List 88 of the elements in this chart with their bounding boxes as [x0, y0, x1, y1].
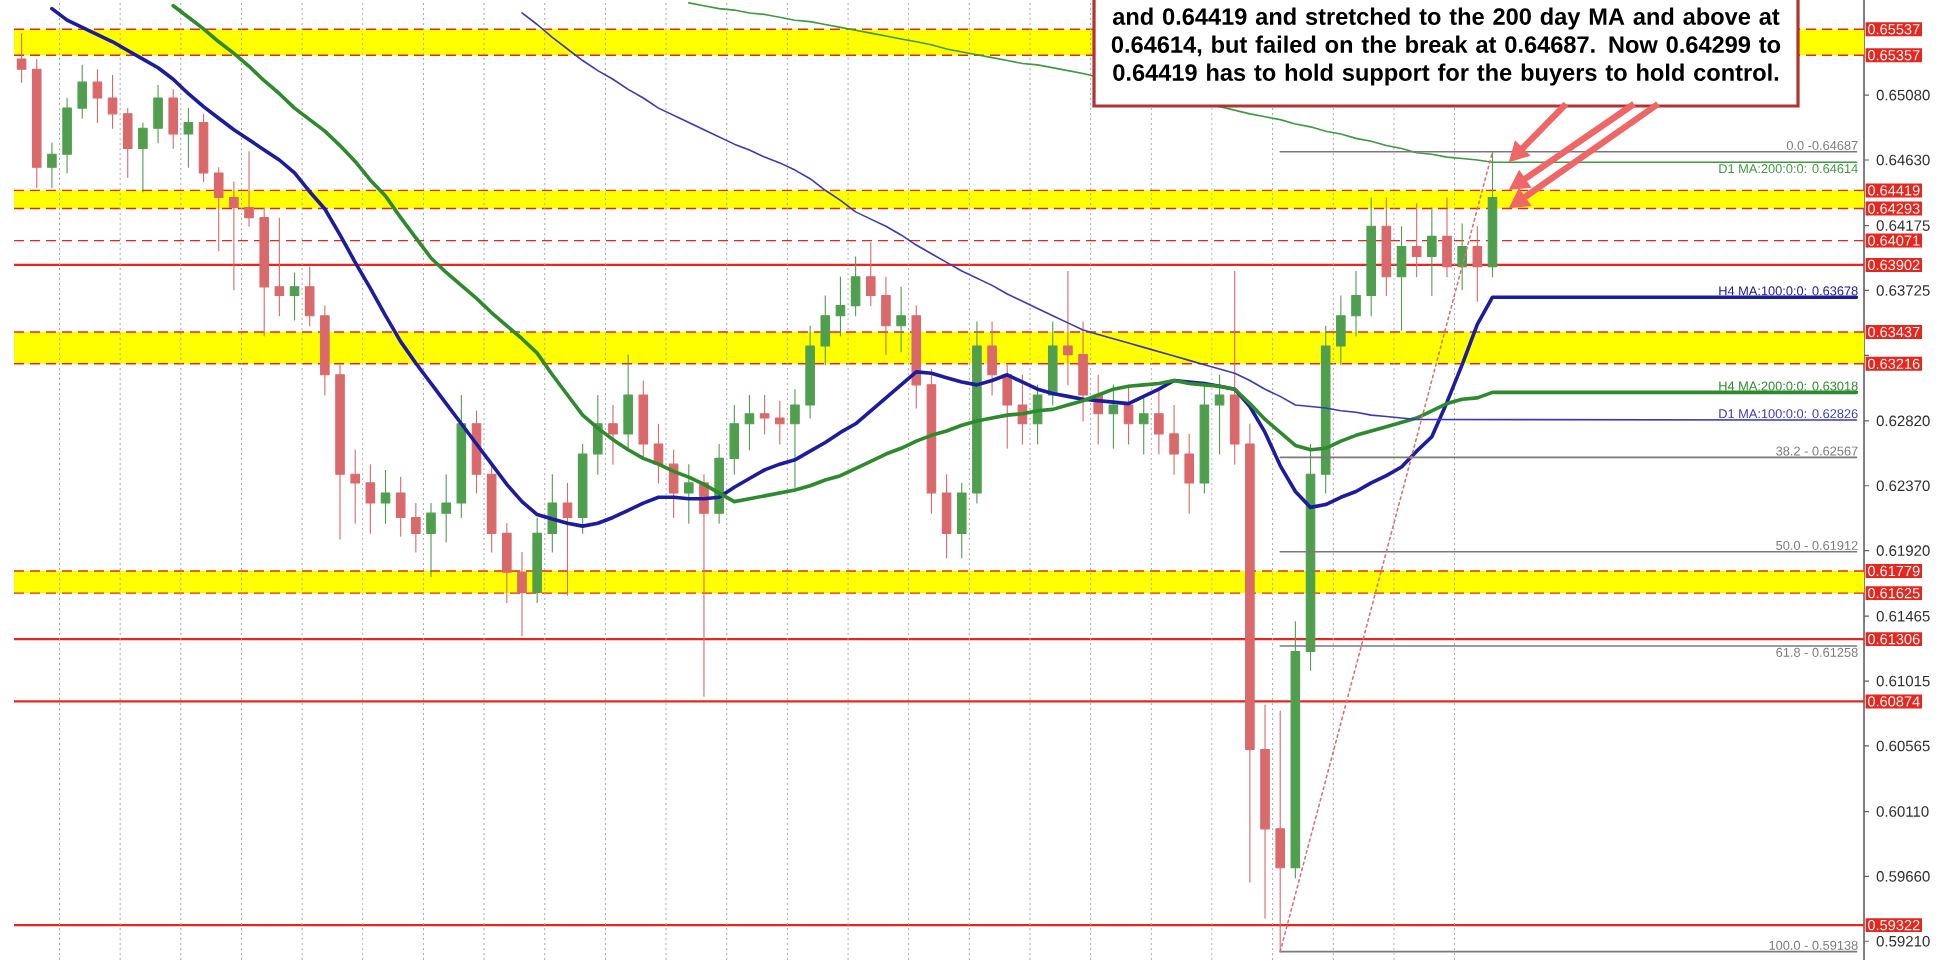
candlestick	[274, 217, 285, 317]
candlestick	[168, 88, 179, 150]
candlestick	[1138, 394, 1149, 455]
candlestick	[365, 463, 376, 534]
candlestick	[47, 142, 57, 188]
candlestick	[1396, 225, 1407, 331]
candlestick	[729, 404, 740, 475]
candlestick	[1487, 151, 1498, 278]
candlestick	[881, 276, 891, 356]
candlestick	[456, 394, 467, 519]
candlestick	[1214, 374, 1225, 455]
candlestick	[92, 68, 103, 124]
candlestick	[62, 97, 72, 174]
candlestick	[16, 32, 27, 83]
candlestick	[213, 166, 224, 252]
candlestick	[289, 271, 300, 321]
candlestick	[153, 84, 163, 144]
candlestick	[1366, 196, 1376, 317]
candlestick	[653, 423, 664, 484]
candlestick	[1320, 325, 1331, 494]
candlestick	[744, 394, 755, 451]
candlestick	[941, 473, 952, 559]
candlestick	[759, 394, 770, 435]
candlestick	[1245, 423, 1255, 883]
candlestick	[896, 286, 906, 353]
candlestick	[774, 400, 785, 445]
candlestick	[122, 107, 133, 178]
candlestick	[1427, 207, 1437, 297]
candlestick	[107, 74, 118, 129]
candlestick	[335, 364, 345, 540]
candlestick	[1184, 433, 1195, 514]
candlestick	[380, 469, 391, 524]
candlestick	[1063, 270, 1073, 386]
candlestick	[1078, 320, 1088, 422]
annotation: and 0.64419 and stretched to the 200 day MA and above at 0.64614, but failed on the break at 0.64687. Now 0.64299 to 0.64419 has to hold support for the buyers to hold control.	[1111, 7, 1781, 86]
candlestick	[304, 266, 315, 327]
candlestick	[320, 305, 330, 396]
candlestick	[183, 107, 194, 168]
candlestick	[1290, 620, 1301, 879]
candlestick	[956, 482, 967, 559]
candlestick	[1229, 270, 1240, 465]
candlestick	[1047, 320, 1058, 406]
candlestick	[1199, 384, 1210, 494]
candlestick	[684, 463, 694, 524]
candlestick	[31, 58, 42, 188]
candlestick	[1411, 202, 1422, 278]
candlestick	[577, 443, 588, 534]
candlestick	[790, 388, 800, 488]
candlestick	[1002, 364, 1013, 449]
candlestick	[198, 113, 209, 183]
candlestick	[426, 502, 436, 578]
candlestick	[1123, 384, 1134, 445]
candlestick	[1442, 196, 1452, 278]
candlestick	[1260, 704, 1270, 919]
candlestick	[865, 241, 876, 307]
candlestick	[350, 449, 360, 524]
candlestick	[229, 181, 239, 291]
candlestick	[395, 476, 406, 537]
candlestick	[77, 64, 88, 119]
candlestick	[911, 305, 922, 409]
candlestick	[1351, 270, 1361, 337]
candlestick	[1108, 384, 1119, 449]
candlestick	[820, 294, 831, 366]
candlestick	[259, 207, 270, 337]
candlestick	[1305, 443, 1316, 671]
candlestick	[517, 551, 527, 637]
candlestick	[850, 256, 861, 317]
candlestick	[926, 368, 937, 514]
candlestick	[987, 320, 997, 396]
candlestick	[441, 473, 451, 543]
candlestick	[502, 522, 512, 604]
candlestick	[623, 354, 633, 451]
candlestick	[1472, 225, 1483, 302]
candlestick	[486, 463, 497, 553]
candlestick	[244, 150, 254, 227]
candlestick	[1381, 196, 1392, 297]
candlestick	[138, 121, 148, 193]
candlestick	[835, 276, 846, 337]
candlestick	[972, 320, 982, 504]
candlestick	[532, 516, 542, 604]
candlestick	[608, 404, 618, 465]
candlestick	[1154, 388, 1164, 455]
candlestick	[1336, 294, 1346, 366]
candlestick	[805, 325, 815, 419]
candlestick	[1169, 404, 1179, 475]
candlestick	[638, 379, 649, 461]
candlestick	[562, 482, 573, 596]
candlestick	[411, 502, 421, 553]
